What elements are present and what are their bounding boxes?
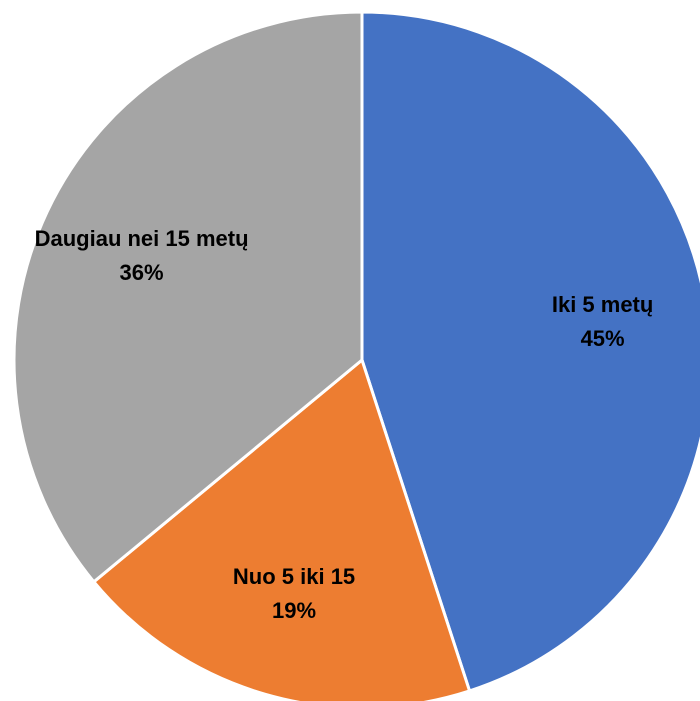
category-label: Nuo 5 iki 15: [232, 563, 356, 589]
slice-label: Nuo 5 iki 15 19%: [184, 534, 404, 654]
pie-slice: [360, 10, 700, 693]
label-wrap: Daugiau nei 15 metų 36%: [32, 196, 252, 316]
label-box: Nuo 5 iki 15 19%: [184, 560, 404, 628]
category-label: Daugiau nei 15 metų: [34, 226, 249, 252]
label-box: Iki 5 metų 45%: [493, 288, 700, 356]
pie-slice: [91, 357, 472, 701]
label-wrap: Nuo 5 iki 15 19%: [184, 534, 404, 654]
category-label: Iki 5 metų: [551, 291, 654, 317]
pie-slice: [12, 10, 364, 584]
label-wrap: Iki 5 metų 45%: [493, 262, 700, 382]
value-label: 45%: [580, 325, 625, 351]
value-label: 19%: [272, 597, 317, 623]
value-label: 36%: [119, 260, 164, 286]
slice-label: Iki 5 metų 45%: [493, 262, 700, 382]
label-box: Daugiau nei 15 metų 36%: [32, 222, 252, 290]
slice-label: Daugiau nei 15 metų 36%: [32, 196, 252, 316]
